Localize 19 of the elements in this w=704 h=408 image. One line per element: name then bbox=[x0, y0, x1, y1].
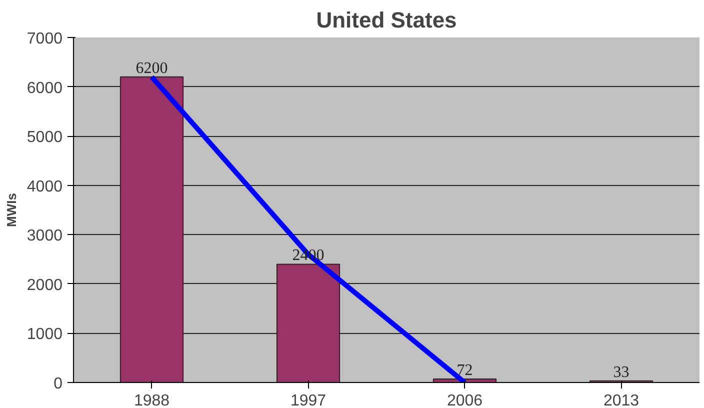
bar bbox=[276, 264, 340, 382]
x-tick-label: 1988 bbox=[134, 392, 170, 408]
y-tick-label: 4000 bbox=[26, 178, 63, 196]
y-tick-label: 2000 bbox=[26, 276, 63, 294]
data-label: 6200 bbox=[136, 60, 168, 77]
y-tick-label: 0 bbox=[54, 376, 63, 392]
y-tick-label: 7000 bbox=[26, 30, 63, 48]
x-tick-label: 2006 bbox=[446, 392, 483, 408]
x-tick-label: 1997 bbox=[290, 392, 326, 408]
data-label: 33 bbox=[613, 364, 630, 381]
chart-title: United States bbox=[316, 8, 457, 32]
y-axis-title: MWIs bbox=[4, 193, 19, 227]
y-tick-label: 6000 bbox=[26, 80, 63, 97]
data-label: 72 bbox=[456, 362, 473, 379]
bar bbox=[120, 76, 184, 382]
y-tick-label: 1000 bbox=[26, 326, 63, 344]
y-tick-label: 3000 bbox=[26, 228, 63, 245]
x-tick-label: 2013 bbox=[603, 392, 640, 408]
y-tick-label: 5000 bbox=[26, 129, 63, 146]
